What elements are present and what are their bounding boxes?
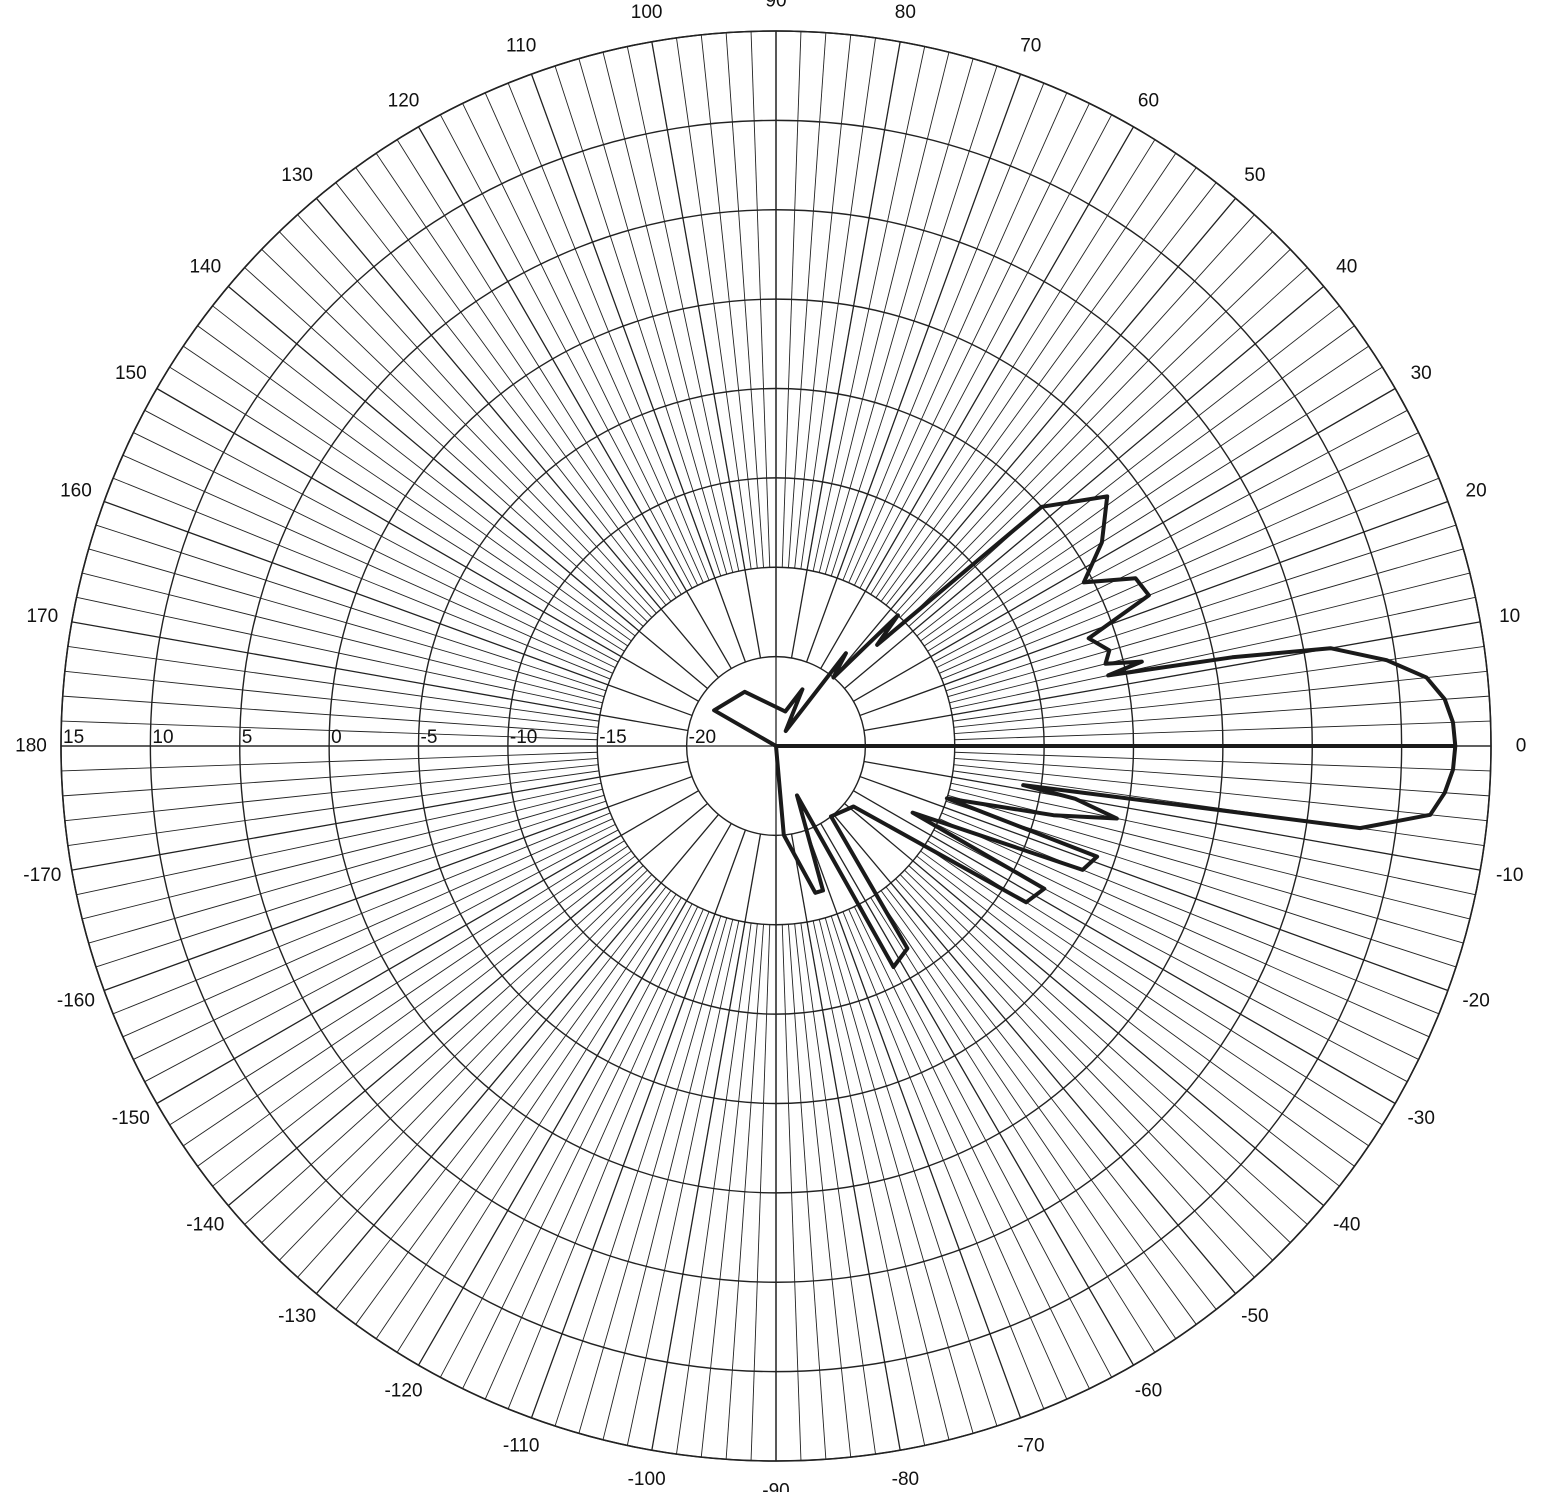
angle-tick-label: 40 — [1336, 257, 1357, 278]
radial-tick-label: -15 — [599, 727, 626, 748]
grid-spoke — [859, 500, 1449, 717]
grid-spoke — [103, 500, 693, 717]
ring-labels: 15 10 5 0 -5 -10 -15 -20 — [63, 727, 716, 748]
angle-tick-label: -150 — [112, 1108, 150, 1129]
angle-tick-label: 10 — [1499, 606, 1520, 627]
angle-tick-label: 110 — [506, 35, 536, 56]
grid-spoke — [832, 814, 1237, 1295]
angle-tick-label: 90 — [765, 0, 786, 12]
angle-tick-label: 160 — [60, 481, 92, 502]
grid-spoke — [853, 387, 1396, 702]
grid-spoke — [315, 814, 720, 1295]
angle-tick-label: 100 — [631, 2, 663, 23]
grid-spoke — [156, 387, 699, 702]
angle-tick-label: -100 — [628, 1469, 666, 1490]
angle-tick-label: -10 — [1496, 865, 1523, 886]
grid-spoke — [820, 126, 1135, 669]
angle-tick-label: -80 — [892, 1469, 919, 1490]
angle-tick-label: 20 — [1466, 481, 1487, 502]
angle-tick-label: 130 — [281, 165, 313, 186]
grid-spoke — [530, 73, 747, 663]
grid-spoke — [805, 829, 1022, 1419]
angle-tick-label: 150 — [115, 363, 147, 384]
grid-spoke — [863, 621, 1481, 732]
angle-tick-label: -60 — [1135, 1381, 1162, 1402]
angle-tick-label: 50 — [1244, 165, 1265, 186]
angle-tick-label: 70 — [1020, 35, 1041, 56]
grid-spoke — [227, 802, 708, 1207]
angle-tick-label: 170 — [26, 606, 58, 627]
angle-tick-label: -40 — [1333, 1214, 1360, 1235]
grid-spoke — [859, 775, 1449, 992]
grid-spoke — [103, 775, 693, 992]
grid-spoke — [820, 823, 1135, 1366]
angle-tick-label: -20 — [1462, 990, 1489, 1011]
angle-tick-label: -160 — [57, 990, 95, 1011]
angle-tick-label: 180 — [15, 736, 47, 757]
grid-spoke — [844, 285, 1325, 690]
angle-tick-label: -110 — [503, 1436, 540, 1457]
radial-tick-label: -5 — [421, 727, 438, 748]
radial-tick-label: -10 — [510, 727, 537, 748]
grid-spoke — [805, 73, 1022, 663]
angle-tick-label: -130 — [278, 1306, 316, 1327]
angle-tick-label: 140 — [189, 257, 221, 278]
grid-spoke — [651, 41, 762, 659]
radial-tick-label: 15 — [63, 727, 84, 748]
radial-tick-label: -20 — [689, 727, 716, 748]
grid-ring-outer — [60, 30, 1492, 1462]
grid-spoke — [315, 197, 720, 678]
radial-tick-label: 10 — [152, 727, 173, 748]
angle-tick-label: 0 — [1516, 736, 1527, 757]
grid-spoke — [790, 41, 901, 659]
grid-spoke — [71, 760, 689, 871]
grid-spoke — [844, 802, 1325, 1207]
grid-spoke — [832, 197, 1237, 678]
angle-tick-label: -70 — [1017, 1436, 1044, 1457]
grid-spoke — [227, 285, 708, 690]
series-layer — [712, 494, 1458, 969]
grid-spoke — [417, 126, 732, 669]
angle-tick-label: -90 — [762, 1481, 789, 1492]
radiation-pattern-line — [712, 494, 1458, 969]
grid-spoke — [863, 760, 1481, 871]
grid-spoke — [651, 833, 762, 1451]
angle-tick-label: -50 — [1241, 1306, 1268, 1327]
angle-tick-label: -140 — [186, 1214, 224, 1235]
angle-labels: 0102030405060708090100110120130140150160… — [15, 0, 1526, 1492]
grid-spoke — [417, 823, 732, 1366]
radial-tick-label: 5 — [242, 727, 253, 748]
angle-tick-label: -170 — [23, 865, 61, 886]
grid-spoke — [156, 790, 699, 1105]
angle-tick-label: 30 — [1411, 363, 1432, 384]
grid-spoke — [853, 790, 1396, 1105]
angle-tick-label: -30 — [1407, 1108, 1434, 1129]
angle-tick-label: 120 — [388, 90, 420, 111]
grid-spoke — [71, 621, 689, 732]
radial-tick-label: 0 — [331, 727, 342, 748]
angle-tick-label: -120 — [384, 1381, 422, 1402]
grid-spoke — [530, 829, 747, 1419]
angle-tick-label: 80 — [895, 2, 916, 23]
angle-tick-label: 60 — [1138, 90, 1159, 111]
grid-spoke — [790, 833, 901, 1451]
